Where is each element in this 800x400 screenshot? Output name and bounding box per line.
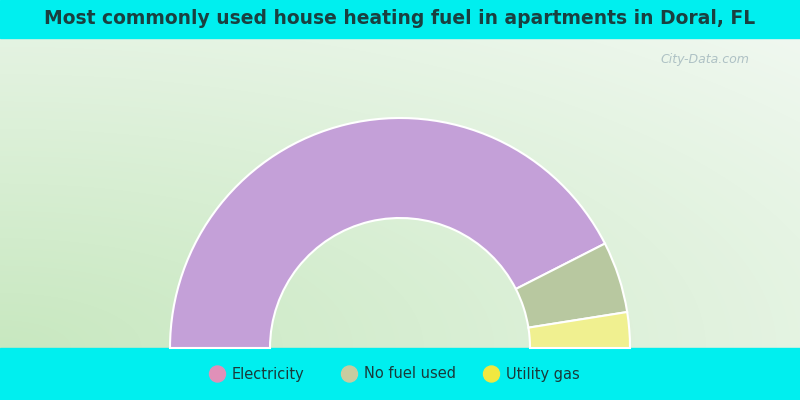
Wedge shape <box>516 244 627 328</box>
Circle shape <box>342 366 358 382</box>
Text: Electricity: Electricity <box>231 366 304 382</box>
Bar <box>0 0 800 38</box>
Text: Most commonly used house heating fuel in apartments in Doral, FL: Most commonly used house heating fuel in… <box>44 10 756 28</box>
Circle shape <box>483 366 499 382</box>
Circle shape <box>210 366 226 382</box>
Wedge shape <box>528 312 630 348</box>
Text: City-Data.com: City-Data.com <box>660 54 749 66</box>
Text: No fuel used: No fuel used <box>363 366 455 382</box>
Bar <box>0 348 800 400</box>
Text: Utility gas: Utility gas <box>506 366 579 382</box>
Wedge shape <box>170 118 605 348</box>
